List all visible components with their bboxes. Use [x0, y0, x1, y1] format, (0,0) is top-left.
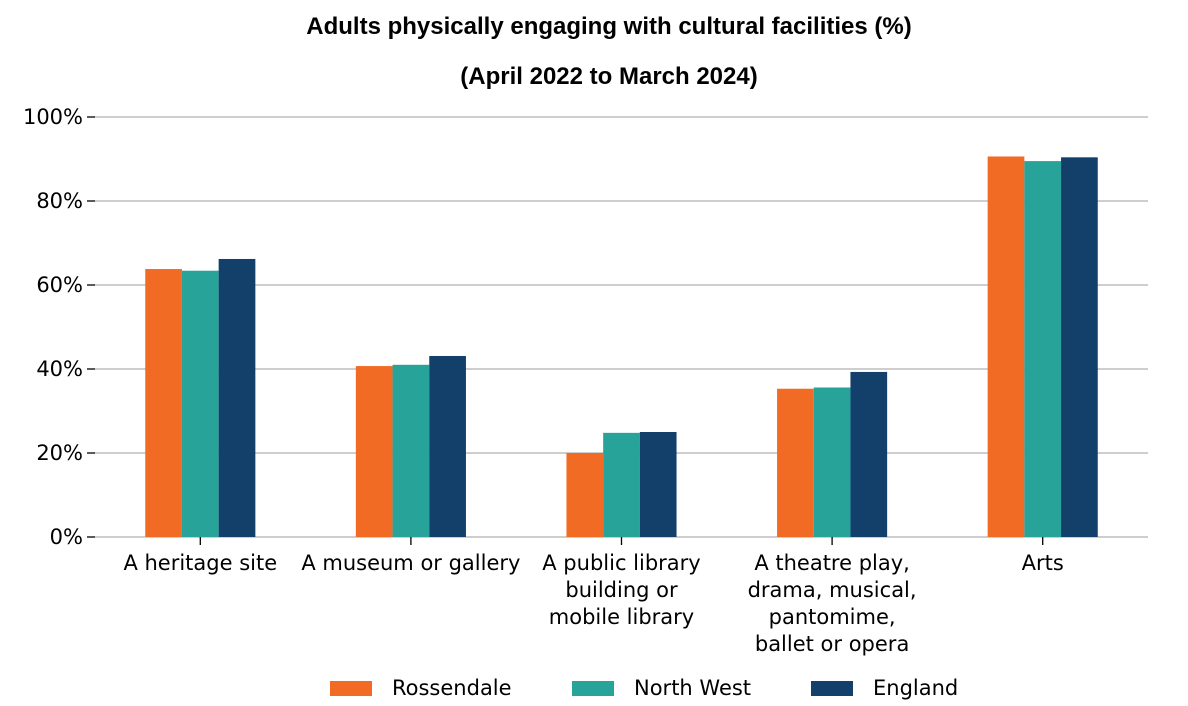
bar [218, 258, 256, 537]
x-tick-label-line: A theatre play, [754, 551, 910, 575]
x-tick-label: A public library building or mobile librar… [542, 551, 700, 629]
x-tick-label-line: A heritage site [123, 551, 277, 575]
legend-label: Rossendale [392, 676, 512, 700]
y-tick-label: 20% [36, 441, 83, 465]
bar [1061, 157, 1098, 537]
x-tick-label-line: pantomime, [769, 605, 896, 629]
legend-swatch [811, 681, 853, 696]
x-tick-label-line: building or [565, 578, 678, 602]
bar [145, 269, 182, 537]
y-tick-label: 100% [23, 105, 83, 129]
bar [639, 432, 677, 537]
y-tick-label: 60% [36, 273, 83, 297]
bar [429, 355, 466, 537]
legend-swatch [330, 681, 372, 696]
bar [566, 453, 604, 537]
bar [777, 388, 814, 537]
y-tick-label: 0% [50, 525, 83, 549]
x-axis-labels: A heritage site A museum or gallery A publ… [123, 537, 1064, 656]
bar [355, 366, 393, 537]
legend-label: North West [634, 676, 751, 700]
x-tick-label-line: A public library [542, 551, 700, 575]
x-tick-label-line: drama, musical, [748, 578, 917, 602]
y-tick-label: 40% [36, 357, 83, 381]
x-tick-label-line: mobile library [549, 605, 694, 629]
x-tick-label: A heritage site [123, 551, 277, 575]
chart-subtitle: (April 2022 to March 2024) [460, 63, 757, 90]
bar [850, 371, 888, 537]
bar [181, 270, 219, 537]
y-axis-ticks: 0% 20% 40% 60% 80% 100% [23, 105, 95, 549]
x-tick-label-line: A museum or gallery [301, 551, 520, 575]
bar [1024, 161, 1062, 537]
legend-label: England [873, 676, 958, 700]
bar [813, 387, 851, 537]
x-tick-label: A museum or gallery [301, 551, 520, 575]
gridlines [95, 116, 1148, 538]
chart-title: Adults physically engaging with cultural… [306, 13, 911, 40]
x-tick-label: A theatre play, drama, musical, pantomime,… [748, 551, 917, 656]
bar [603, 432, 640, 537]
x-tick-label-line: Arts [1022, 551, 1064, 575]
legend: Rossendale North West England [330, 676, 958, 700]
bars [145, 156, 1098, 538]
x-tick-label-line: ballet or opera [755, 632, 909, 656]
legend-swatch [572, 681, 614, 696]
y-tick-label: 80% [36, 189, 83, 213]
bar [987, 156, 1025, 538]
x-tick-label: Arts [1022, 551, 1064, 575]
bar [392, 364, 430, 537]
